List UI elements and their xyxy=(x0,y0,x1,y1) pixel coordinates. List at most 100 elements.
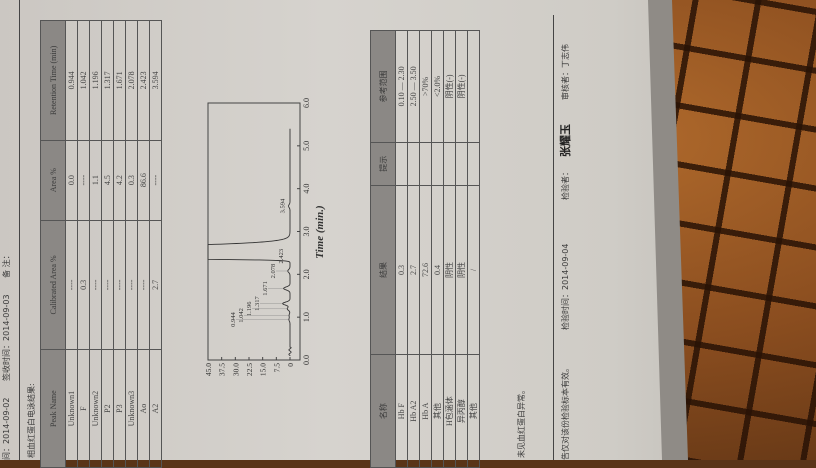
peak-label: 1.042 xyxy=(238,308,245,323)
peak-table-row-cell: P2 xyxy=(101,349,114,468)
result-table-row-cell: 2.7 xyxy=(407,185,420,355)
peak-table-row: P2 ---- 4.5 1.317 xyxy=(101,20,114,468)
peak-table-row-cell: ---- xyxy=(89,220,102,350)
result-table-row-cell: 阴性 xyxy=(455,185,468,355)
result-table-row: 异丙醇 阴性 阴性(-) xyxy=(455,30,468,468)
x-axis-label: Time (min.) xyxy=(314,205,326,258)
x-tick-label: 4.0 xyxy=(302,184,311,194)
tester-label: 检验者： xyxy=(561,168,570,200)
plot-frame xyxy=(207,102,301,361)
peak-table-row-cell: 2.078 xyxy=(125,20,138,141)
peak-label: 1.671 xyxy=(262,281,269,296)
result-table-row-cell: H包涵体 xyxy=(443,354,456,468)
peak-table-row-cell: Ao xyxy=(137,349,150,468)
x-tick-label: 2.0 xyxy=(302,269,311,279)
peak-table-row-cell: Unknown2 xyxy=(89,349,102,468)
peak-label: 2.078 xyxy=(270,264,277,279)
peak-table-row-cell: ---- xyxy=(113,220,126,350)
result-table-row-cell: >70% xyxy=(419,30,432,143)
y-tick-label: 7.5 xyxy=(272,363,281,373)
peak-table-row-cell: 2.423 xyxy=(137,20,150,141)
peak-table-row: P3 ---- 4.2 1.671 xyxy=(113,20,126,468)
peak-table-row-cell: 86.6 xyxy=(137,140,150,221)
reviewer: 审核者：丁志伟 xyxy=(561,44,570,100)
peak-table-row-cell: 0.944 xyxy=(65,20,78,141)
result-table-row-cell: 阴性 xyxy=(443,185,456,355)
result-table-row: 其他 0.4 <2.0% xyxy=(431,30,444,468)
col-hint: 提示 xyxy=(370,142,396,186)
result-table-row-cell: 其他 xyxy=(431,354,444,468)
peak-label: 1.196 xyxy=(246,301,253,316)
header-divider xyxy=(19,0,20,460)
peak-table-row-cell: 3.594 xyxy=(149,20,162,141)
peak-table-row: A2 2.7 ---- 3.594 xyxy=(149,20,162,468)
peak-table-row-cell: ---- xyxy=(101,220,114,350)
result-table-row-cell: 72.6 xyxy=(419,185,432,355)
x-tick-label: 3.0 xyxy=(302,227,311,237)
result-table-row: H包涵体 阴性 阴性(-) xyxy=(443,30,456,468)
chromatogram-trace xyxy=(207,128,292,357)
col-area: Area % xyxy=(40,140,66,221)
peak-table-row: Unknown2 ---- 1.1 1.196 xyxy=(89,20,102,468)
lab-report-page: 间：2014-09-02 签收时间：2014-09-03 备 注： 相血红蛋白电… xyxy=(1,0,572,468)
peak-table-row-cell: 0.3 xyxy=(125,140,138,221)
result-table-row-cell: Hb A2 xyxy=(407,354,420,468)
result-table-row-cell xyxy=(443,142,456,186)
result-table-row-cell: 0.10 — 2.30 xyxy=(395,30,408,143)
peak-label: 2.423 xyxy=(278,249,285,264)
peak-table-row-cell: Unknown1 xyxy=(65,349,78,468)
report-header: 间：2014-09-02 签收时间：2014-09-03 备 注： xyxy=(1,251,12,460)
peak-table-row-cell: 1.196 xyxy=(89,20,102,141)
x-tick-label: 0.0 xyxy=(302,355,311,365)
result-table-row: Hb F 0.3 0.10 — 2.30 xyxy=(395,30,408,468)
result-table-row: Hb A2 2.7 2.50 — 3.50 xyxy=(407,30,420,468)
result-table-row-cell: Hb A xyxy=(419,354,432,468)
collect-time: 间：2014-09-02 xyxy=(2,397,11,461)
result-table-row-cell: <2.0% xyxy=(431,30,444,143)
x-tick-label: 6.0 xyxy=(302,98,311,108)
validity-note: 告仅对该份检验标本有效。 xyxy=(561,364,570,460)
receive-time: 签收时间：2014-09-03 xyxy=(2,294,11,381)
tester-signature: 张耀玉 xyxy=(559,124,572,157)
peak-table-row-cell: ---- xyxy=(137,220,150,350)
result-table-row: 其他 / xyxy=(467,30,480,468)
y-tick-label: 15.0 xyxy=(259,363,268,376)
remark: 备 注： xyxy=(2,251,11,278)
peak-label: 3.594 xyxy=(280,198,287,213)
peak-table-row: Ao ---- 86.6 2.423 xyxy=(137,20,150,468)
col-name: 名称 xyxy=(370,354,396,468)
result-table-row-cell xyxy=(431,142,444,186)
footer-divider xyxy=(553,15,554,460)
result-table-row: Hb A 72.6 >70% xyxy=(419,30,432,468)
peak-table: Peak Name Calibrated Area % Area % Reten… xyxy=(40,20,162,468)
col-result: 结果 xyxy=(370,185,396,355)
result-table-row-cell xyxy=(407,142,420,186)
peak-label: 1.317 xyxy=(254,296,261,311)
x-tick-label: 5.0 xyxy=(302,141,311,151)
chromatogram-chart: 0.0 1.0 2.0 3.0 4.0 5.0 6.0 45.0 37.5 30.0 22.5 15.… xyxy=(204,98,326,376)
peak-table-row-cell: 0.3 xyxy=(77,220,90,350)
test-time: 检验时间：2014-09-04 xyxy=(561,243,570,331)
peak-table-row: Unknown3 ---- 0.3 2.078 xyxy=(125,20,138,468)
col-calibrated-area: Calibrated Area % xyxy=(40,220,66,350)
result-table-row-cell xyxy=(395,142,408,186)
result-table-row-cell: 阴性(-) xyxy=(443,30,456,143)
peak-table-row-cell: 1.1 xyxy=(89,140,102,221)
result-table-row-cell xyxy=(467,30,480,143)
result-table-row-cell: 2.50 — 3.50 xyxy=(407,30,420,143)
peak-table-row-cell: 4.2 xyxy=(113,140,126,221)
result-table-row-cell: 0.3 xyxy=(395,185,408,355)
peak-table-row-cell: ---- xyxy=(125,220,138,350)
result-table-row-cell: 阴性(-) xyxy=(455,30,468,143)
result-table-row-cell xyxy=(455,142,468,186)
section-title: 相血红蛋白电泳结果: xyxy=(27,383,36,458)
result-table-row-cell: 异丙醇 xyxy=(455,354,468,468)
peak-table-row-cell: ---- xyxy=(65,220,78,350)
col-reference-range: 参考范围 xyxy=(370,30,396,143)
conclusion: 未见血红蛋白异常。 xyxy=(517,386,526,458)
peak-table-row-cell: Unknown3 xyxy=(125,349,138,468)
peak-table-row-cell: 2.7 xyxy=(149,220,162,350)
y-tick-label: 22.5 xyxy=(245,363,254,376)
peak-table-row-cell: 1.317 xyxy=(101,20,114,141)
